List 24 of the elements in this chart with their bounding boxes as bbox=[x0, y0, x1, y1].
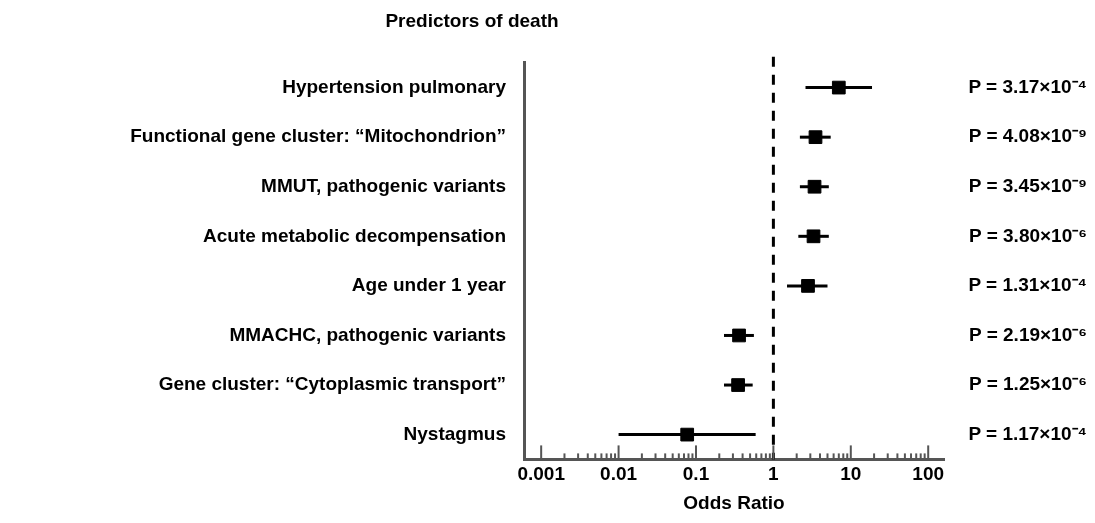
y-tick-label: Functional gene cluster: “Mitochondrion” bbox=[130, 125, 506, 147]
x-tick-label: 1 bbox=[768, 463, 780, 485]
data-label: P = 1.25×10⁻⁶ bbox=[969, 373, 1087, 395]
y-tick-label: MMACHC, pathogenic variants bbox=[229, 323, 506, 345]
data-label: P = 1.31×10⁻⁴ bbox=[968, 274, 1087, 296]
x-tick-label: 0.01 bbox=[600, 463, 638, 485]
data-label: P = 3.80×10⁻⁶ bbox=[969, 224, 1087, 246]
data-label: P = 4.08×10⁻⁹ bbox=[968, 125, 1087, 147]
y-tick-label: Hypertension pulmonary bbox=[282, 75, 507, 97]
y-tick-label: Gene cluster: “Cytoplasmic transport” bbox=[158, 373, 506, 395]
data-label: P = 2.19×10⁻⁶ bbox=[969, 323, 1087, 345]
x-tick-label: 0.001 bbox=[517, 463, 566, 485]
y-tick-label: Nystagmus bbox=[403, 422, 506, 444]
x-tick-label: 0.1 bbox=[682, 463, 710, 485]
y-tick-label: MMUT, pathogenic variants bbox=[261, 174, 506, 196]
y-tick-label: Age under 1 year bbox=[351, 274, 507, 296]
x-tick-label: 100 bbox=[912, 463, 945, 485]
x-tick-label: 10 bbox=[840, 463, 862, 485]
y-tick-label: Acute metabolic decompensation bbox=[202, 224, 506, 246]
data-label: P = 3.17×10⁻⁴ bbox=[968, 75, 1087, 97]
chart-title: Predictors of death bbox=[385, 9, 559, 31]
x-axis-title: Odds Ratio bbox=[683, 491, 785, 513]
data-label: P = 1.17×10⁻⁴ bbox=[968, 422, 1087, 444]
data-label: P = 3.45×10⁻⁹ bbox=[968, 174, 1087, 196]
